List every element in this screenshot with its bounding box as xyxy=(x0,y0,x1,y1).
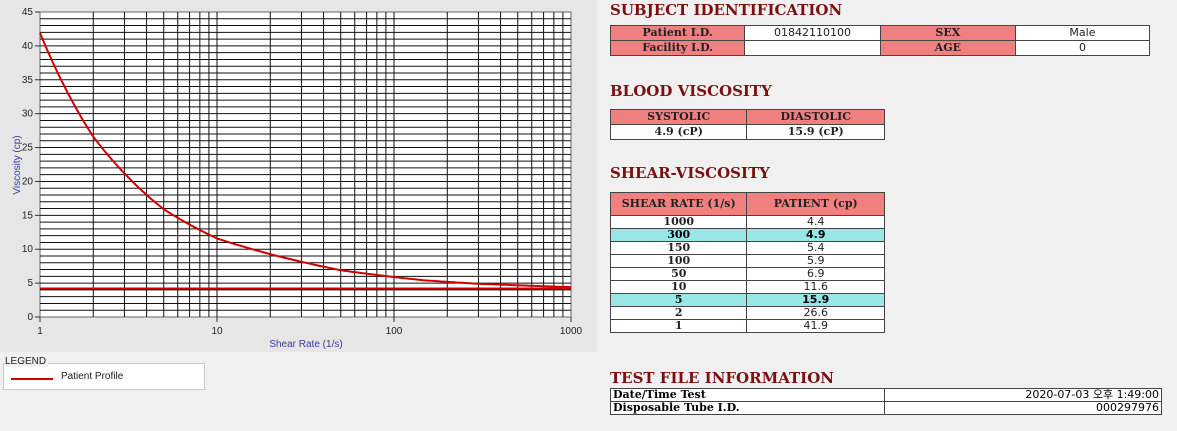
age-label: AGE xyxy=(879,40,1016,56)
y-tick-label: 20 xyxy=(22,176,34,187)
patient-value-cell: 5.9 xyxy=(746,254,885,268)
plot-area xyxy=(39,11,572,318)
y-axis-label: Viscosity (cp) xyxy=(12,135,23,194)
patient-value-cell: 11.6 xyxy=(746,280,885,294)
patient-value-cell: 5.4 xyxy=(746,241,885,255)
patient-value-cell: 41.9 xyxy=(746,319,885,333)
shear-rate-cell: 50 xyxy=(609,267,748,281)
y-tick-label: 15 xyxy=(22,210,34,221)
y-tick-label: 30 xyxy=(22,109,34,120)
shear-rate-cell: 2 xyxy=(609,306,748,320)
x-tick-label: 1 xyxy=(37,326,43,337)
shear-rate-cell: 150 xyxy=(609,241,748,255)
facility-id-label: Facility I.D. xyxy=(609,40,746,56)
y-tick-label: 5 xyxy=(27,278,33,289)
shear-rate-cell: 10 xyxy=(609,280,748,294)
subject-table: Patient I.D. 01842110100 SEX Male Facili… xyxy=(609,25,1151,56)
shear-row: 150 5.4 xyxy=(609,241,885,255)
y-tick-label: 40 xyxy=(22,41,34,52)
test-file-table: Date/Time Test 2020-07-03 오후 1:49:00 Dis… xyxy=(610,388,1163,415)
patient-value-cell: 4.9 xyxy=(746,228,885,242)
date-time-label: Date/Time Test xyxy=(610,388,885,402)
age-value: 0 xyxy=(1014,40,1151,56)
shear-row: 1 41.9 xyxy=(609,319,885,333)
x-axis-label: Shear Rate (1/s) xyxy=(269,339,342,350)
diastolic-value: 15.9 (cP) xyxy=(746,124,885,140)
shear-row: 5 15.9 xyxy=(609,293,885,307)
shear-rate-header: SHEAR RATE (1/s) xyxy=(609,192,748,216)
patient-value-cell: 6.9 xyxy=(746,267,885,281)
shear-viscosity-table: SHEAR RATE (1/s) PATIENT (cp) 1000 4.4 300… xyxy=(609,192,885,333)
patient-value-cell: 15.9 xyxy=(746,293,885,307)
systolic-value: 4.9 (cP) xyxy=(609,124,748,140)
shear-row: 10 11.6 xyxy=(609,280,885,294)
viscosity-chart: 0 5 10 15 20 25 30 35 40 45 1 10 100 1000 Shear Rate … xyxy=(12,7,583,350)
sex-label: SEX xyxy=(879,25,1016,41)
shear-row: 100 5.9 xyxy=(609,254,885,268)
shear-rate-cell: 5 xyxy=(609,293,748,307)
patient-value-cell: 4.4 xyxy=(746,215,885,229)
patient-cp-header: PATIENT (cp) xyxy=(746,192,885,216)
x-tick-label: 100 xyxy=(386,326,403,337)
subject-identification-title: SUBJECT IDENTIFICATION xyxy=(610,1,843,19)
shear-row: 300 4.9 xyxy=(609,228,885,242)
legend-line-swatch xyxy=(11,378,53,380)
y-tick-label: 45 xyxy=(22,7,34,18)
shear-rate-cell: 100 xyxy=(609,254,748,268)
tube-id-value: 000297976 xyxy=(883,401,1163,415)
shear-rate-cell: 300 xyxy=(609,228,748,242)
y-tick-label: 10 xyxy=(22,244,34,255)
legend-box xyxy=(3,363,205,390)
shear-rate-cell: 1000 xyxy=(609,215,748,229)
test-file-information-title: TEST FILE INFORMATION xyxy=(610,369,834,387)
date-time-value: 2020-07-03 오후 1:49:00 xyxy=(883,388,1163,402)
x-tick-label: 1000 xyxy=(560,326,583,337)
patient-id-value: 01842110100 xyxy=(744,25,881,41)
tube-id-label: Disposable Tube I.D. xyxy=(610,401,885,415)
systolic-label: SYSTOLIC xyxy=(609,109,748,125)
blood-viscosity-title: BLOOD VISCOSITY xyxy=(610,82,772,100)
legend-item-patient-profile: Patient Profile xyxy=(61,371,124,382)
facility-id-value xyxy=(744,40,881,56)
shear-rate-cell: 1 xyxy=(609,319,748,333)
y-tick-label: 0 xyxy=(27,312,33,323)
legend-title: LEGEND xyxy=(5,356,49,367)
shear-row: 50 6.9 xyxy=(609,267,885,281)
sex-value: Male xyxy=(1014,25,1151,41)
shear-viscosity-title: SHEAR-VISCOSITY xyxy=(610,164,770,182)
shear-row: 1000 4.4 xyxy=(609,215,885,229)
legend: LEGEND Patient Profile xyxy=(3,356,205,390)
patient-id-label: Patient I.D. xyxy=(609,25,746,41)
blood-viscosity-table: SYSTOLIC DIASTOLIC 4.9 (cP) 15.9 (cP) xyxy=(609,109,885,140)
x-tick-label: 10 xyxy=(211,326,223,337)
shear-row: 2 26.6 xyxy=(609,306,885,320)
viscosity-chart-panel: 0 5 10 15 20 25 30 35 40 45 1 10 100 1000 Shear Rate … xyxy=(0,0,597,352)
y-tick-label: 35 xyxy=(22,75,34,86)
diastolic-label: DIASTOLIC xyxy=(746,109,885,125)
patient-value-cell: 26.6 xyxy=(746,306,885,320)
y-tick-label: 25 xyxy=(22,143,34,154)
